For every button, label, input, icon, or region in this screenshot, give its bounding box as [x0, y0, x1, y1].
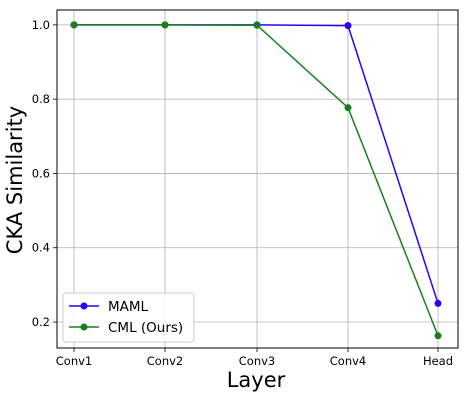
series-line-cml-ours	[74, 24, 439, 337]
y-axis-title: CKA Similarity	[3, 106, 27, 254]
y-tick-label: 0.8	[32, 92, 50, 106]
series-line-maml	[74, 24, 439, 304]
data-point-cml-ours	[161, 21, 169, 29]
legend-label-maml: MAML	[108, 299, 149, 315]
legend-label-cml: CML (Ours)	[108, 320, 183, 336]
legend-marker-cml	[80, 323, 88, 331]
y-tick-label: 1.0	[32, 18, 50, 32]
y-tick-labels: 0.2 0.4 0.6 0.8 1.0	[32, 18, 57, 329]
data-point-cml-ours	[344, 104, 352, 112]
legend: MAML CML (Ours)	[62, 292, 195, 343]
y-tick-label: 0.2	[32, 315, 50, 329]
x-tick-label: Conv4	[330, 354, 366, 368]
data-point-cml-ours	[253, 21, 261, 29]
y-tick-label: 0.6	[32, 166, 50, 180]
data-point-maml	[434, 299, 442, 307]
data-point-cml-ours	[70, 21, 78, 29]
x-axis-title: Layer	[227, 368, 286, 392]
legend-marker-maml	[80, 302, 88, 310]
series-layer	[70, 21, 442, 340]
x-tick-label: Head	[423, 354, 453, 368]
y-tick-label: 0.4	[32, 241, 50, 255]
x-tick-label: Conv3	[239, 354, 275, 368]
x-tick-label: Conv2	[147, 354, 183, 368]
data-point-cml-ours	[434, 332, 442, 340]
legend-entry-cml: CML (Ours)	[69, 320, 183, 336]
legend-entry-maml: MAML	[69, 299, 149, 315]
data-point-maml	[344, 22, 352, 30]
plot-frame	[56, 9, 459, 349]
x-tick-labels: Conv1 Conv2 Conv3 Conv4 Head	[56, 348, 453, 368]
x-tick-label: Conv1	[56, 354, 92, 368]
